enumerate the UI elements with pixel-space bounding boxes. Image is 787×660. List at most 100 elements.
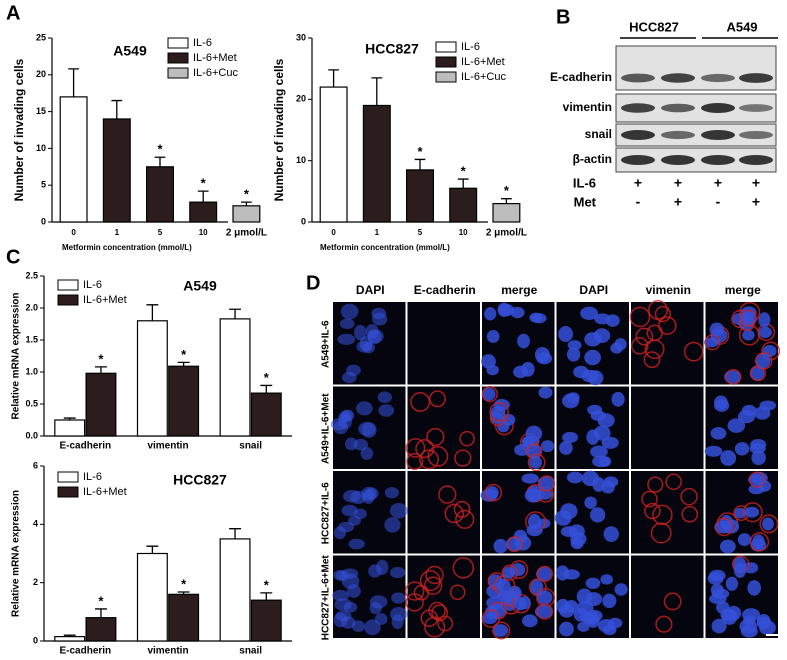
stain [643,351,661,369]
bar [219,318,251,437]
nucleus [727,418,746,433]
nucleus [540,440,555,453]
nucleus [367,329,384,344]
row-label: A549+IL-6 [321,320,332,368]
error-bar [95,366,107,374]
nucleus [704,337,719,348]
nucleus [590,507,606,523]
nucleus [506,536,522,552]
nucleus [584,332,602,347]
y-axis-label: Number of invading cells [12,58,26,201]
nucleus [739,619,758,634]
nucleus [584,496,597,509]
nucleus [506,588,521,599]
significance-mark: * [417,144,423,159]
significance-mark: * [461,164,467,179]
nucleus [734,563,747,578]
legend-label: IL-6+Met [83,294,127,306]
significance-mark: * [264,370,270,385]
nucleus [513,365,529,379]
error-bar [146,545,159,554]
error-bar [154,156,166,167]
bar [250,599,282,642]
blot-band [661,103,695,113]
stain [527,453,546,472]
nucleus [534,346,550,363]
nucleus [761,517,774,531]
blot-row-label: β-actin [573,152,612,166]
legend-swatch [167,67,189,79]
stain [437,615,454,632]
y-tick-label: 2.5 [25,270,38,280]
stain [755,352,773,370]
legend-label: IL-6+Met [193,52,237,64]
y-tick-label: 20 [296,94,306,104]
nucleus [610,342,623,354]
x-tick-label: E-cadherin [59,646,111,657]
stain [507,536,523,552]
blot-row-label: vimentin [563,100,612,114]
nucleus [590,445,608,458]
nucleus [605,314,620,327]
nucleus [384,517,401,533]
nucleus [587,370,604,386]
nucleus [529,312,543,323]
stain [665,473,682,491]
legend-swatch [435,56,457,68]
nucleus [744,506,760,518]
nucleus [338,521,355,533]
legend-label: IL-6+Cuc [193,67,238,79]
nucleus [563,569,580,580]
nucleus [601,480,615,494]
error-bar [457,178,469,189]
x-tick-label: vimentin [147,441,188,452]
blot-band [661,130,695,140]
nucleus [750,439,767,450]
stain [681,505,699,523]
nucleus [720,450,737,466]
stain [749,532,770,552]
error-bar [146,304,159,321]
row-label: HCC827+IL-6 [321,482,332,544]
x-axis-label: Metformin concentration (mmol/L) [62,243,192,252]
error-bar [501,198,512,204]
x-tick-label: 2 μmol/L [486,228,527,239]
stain [655,615,673,633]
nucleus [332,589,350,602]
bar [168,593,200,642]
chart-title: HCC827 [173,472,227,488]
nucleus [560,526,578,537]
nucleus [490,405,506,418]
column-header: vimenin [646,283,691,297]
column-header: DAPI [579,283,608,297]
error-bar [63,417,76,420]
micro-image [631,386,704,469]
error-bar [229,528,241,539]
chart-title: A549 [113,43,147,59]
stain [501,564,518,581]
nucleus [524,488,542,503]
stain [481,609,501,628]
stain [438,485,457,504]
nucleus [592,455,610,468]
stain [444,503,464,524]
nucleus [559,603,575,618]
stain [489,402,509,422]
nucleus [340,303,359,320]
stain [644,502,661,520]
legend-label: IL-6+Met [83,486,127,498]
x-tick-label: 5 [158,228,163,237]
nucleus [560,503,578,520]
nucleus [378,404,395,417]
error-bar [328,69,339,88]
stain [654,305,672,323]
blot-band [739,104,773,112]
stain [425,565,444,585]
legend-swatch [57,294,79,306]
nucleus [342,489,361,503]
nucleus [348,538,365,550]
nucleus [584,349,601,366]
x-tick-label: 5 [418,228,423,237]
legend-swatch [167,52,189,64]
